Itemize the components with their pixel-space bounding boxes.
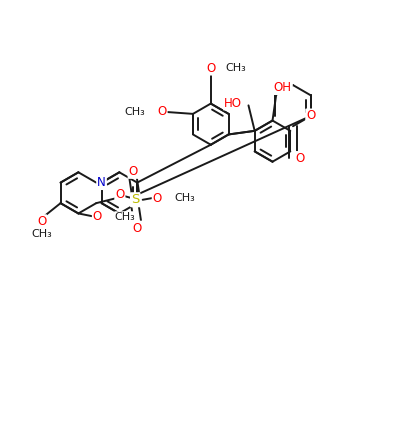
Text: CH₃: CH₃ [175,193,196,203]
Text: O: O [296,152,305,165]
Text: CH₃: CH₃ [225,63,246,73]
Text: N: N [97,176,106,189]
Text: CH₃: CH₃ [115,212,135,222]
Text: CH₃: CH₃ [125,107,145,117]
Text: O: O [129,165,138,178]
Text: O: O [206,62,215,74]
Text: CH₃: CH₃ [31,229,52,239]
Text: O: O [133,222,142,235]
Text: O: O [37,215,46,228]
Text: HO: HO [224,97,242,110]
Text: O: O [153,192,162,205]
Text: O: O [115,188,124,201]
Text: O: O [158,105,167,118]
Text: O: O [306,110,316,122]
Text: S: S [131,193,139,206]
Text: O: O [93,210,102,223]
Text: OH: OH [274,81,292,94]
